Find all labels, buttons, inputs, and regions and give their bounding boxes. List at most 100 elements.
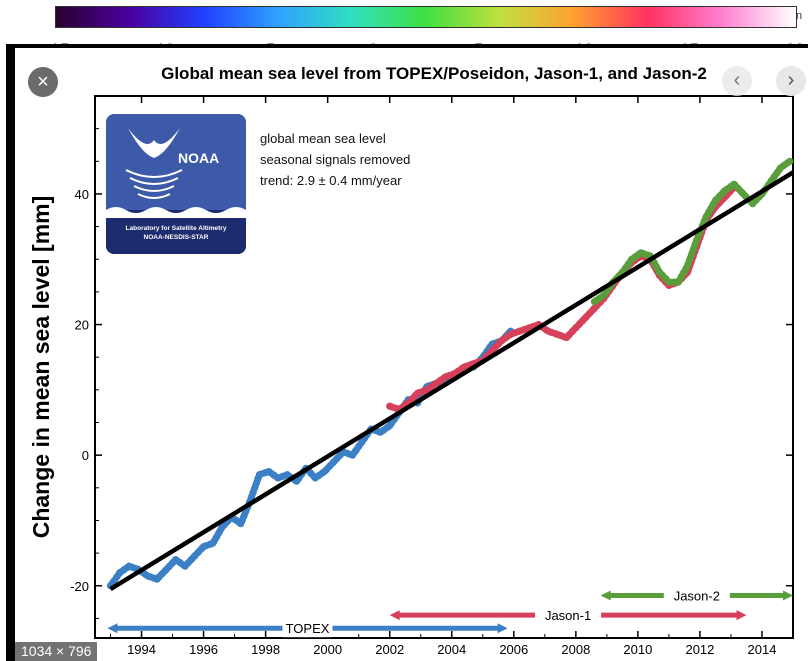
mission-arrow-right <box>736 610 747 621</box>
series-point <box>553 330 561 338</box>
next-button[interactable]: › <box>776 66 806 96</box>
series-point <box>656 268 664 276</box>
series-line <box>107 327 515 590</box>
series-point <box>581 314 589 322</box>
mission-label: Jason-2 <box>674 589 720 604</box>
series-line <box>386 183 738 413</box>
series-point <box>749 200 757 208</box>
series-point <box>777 164 785 172</box>
chart-title: Global mean sea level from TOPEX/Poseido… <box>161 64 707 83</box>
logo-lab-line1: Laboratory for Satellite Altimetry <box>125 225 227 232</box>
logo-lab-line2: NOAA-NESDIS-STAR <box>143 234 209 241</box>
mission-arrow-left <box>600 590 611 601</box>
annotation-line-3: trend: 2.9 ± 0.4 mm/year <box>260 173 402 188</box>
series-point <box>786 157 794 165</box>
mission-arrow-right <box>783 590 793 601</box>
y-axis-label: Change in mean sea level [mm] <box>28 196 54 539</box>
annotation-line-1: global mean sea level <box>260 131 386 146</box>
mission-label: TOPEX <box>286 621 330 636</box>
series-point <box>274 474 282 482</box>
logo-name: NOAA <box>178 150 220 166</box>
sea-level-chart: Global mean sea level from TOPEX/Poseido… <box>28 64 795 657</box>
x-tick-label: 2014 <box>748 642 777 657</box>
mission-arrow-left <box>389 610 400 621</box>
series-point <box>172 556 180 564</box>
x-tick-label: 2002 <box>375 642 404 657</box>
series-point <box>209 539 217 547</box>
series-point <box>386 422 394 430</box>
series-point <box>311 474 319 482</box>
series-point <box>432 379 440 387</box>
series-point <box>507 330 515 338</box>
series-point <box>358 438 366 446</box>
mission-arrow-left <box>107 623 118 634</box>
x-tick-label: 2010 <box>623 642 652 657</box>
mission-label-bg <box>535 606 602 625</box>
series-point <box>730 180 738 188</box>
noaa-logo: NOAA Laboratory for Satellite Altimetry … <box>106 114 246 254</box>
series-point <box>348 451 356 459</box>
series-point <box>144 572 152 580</box>
series-point <box>721 187 729 195</box>
colorbar <box>55 6 797 28</box>
chart-annotation: global mean sea level seasonal signals r… <box>260 128 410 191</box>
series-point <box>255 471 263 479</box>
x-tick-label: 2006 <box>499 642 528 657</box>
series-point <box>200 543 208 551</box>
x-tick-label: 1994 <box>127 642 156 657</box>
series-point <box>563 334 571 342</box>
x-tick-label: 1996 <box>189 642 218 657</box>
series-line <box>591 157 794 306</box>
series-point <box>711 196 719 204</box>
series-point <box>684 262 692 270</box>
x-tick-label: 1998 <box>251 642 280 657</box>
image-size-badge: 1034 × 796 <box>15 642 98 661</box>
plot-frame <box>94 95 794 639</box>
series-point <box>590 298 598 306</box>
series-point <box>423 386 431 394</box>
series-point <box>153 575 161 583</box>
series-point <box>321 467 329 475</box>
series-point <box>218 523 226 531</box>
series-point <box>283 471 291 479</box>
annotation-line-2: seasonal signals removed <box>260 152 411 167</box>
close-button[interactable]: × <box>28 67 58 97</box>
series-point <box>693 236 701 244</box>
series-point <box>628 255 636 263</box>
mission-label-bg <box>663 586 730 605</box>
series-point <box>702 213 710 221</box>
series-point <box>125 562 133 570</box>
mission-arrow-right <box>497 623 508 634</box>
series-point <box>572 324 580 332</box>
colorbar-cut-label: n <box>796 10 803 22</box>
series-point <box>190 552 198 560</box>
noaa-emblem-icon <box>106 128 246 254</box>
series-point <box>162 565 170 573</box>
y-tick-label: 20 <box>75 318 89 333</box>
series-point <box>525 324 533 332</box>
mission-label-bg <box>282 619 333 638</box>
series-point <box>739 190 747 198</box>
series-point <box>116 569 124 577</box>
series-point <box>544 327 552 335</box>
series-point <box>665 278 673 286</box>
x-tick-label: 2004 <box>437 642 466 657</box>
series-point <box>674 278 682 286</box>
y-tick-label: 0 <box>82 448 89 463</box>
x-tick-label: 2000 <box>313 642 342 657</box>
series-point <box>237 520 245 528</box>
series-point <box>181 562 189 570</box>
mission-label: Jason-1 <box>545 608 591 623</box>
y-tick-label: -20 <box>70 579 89 594</box>
x-tick-label: 2012 <box>685 642 714 657</box>
previous-button[interactable]: ‹ <box>722 66 752 96</box>
series-point <box>442 373 450 381</box>
series-point <box>376 428 384 436</box>
series-point <box>414 389 422 397</box>
series-point <box>265 467 273 475</box>
series-point <box>516 327 524 335</box>
series-point <box>637 249 645 257</box>
series-point <box>497 337 505 345</box>
series-point <box>330 458 338 466</box>
series-point <box>590 304 598 312</box>
